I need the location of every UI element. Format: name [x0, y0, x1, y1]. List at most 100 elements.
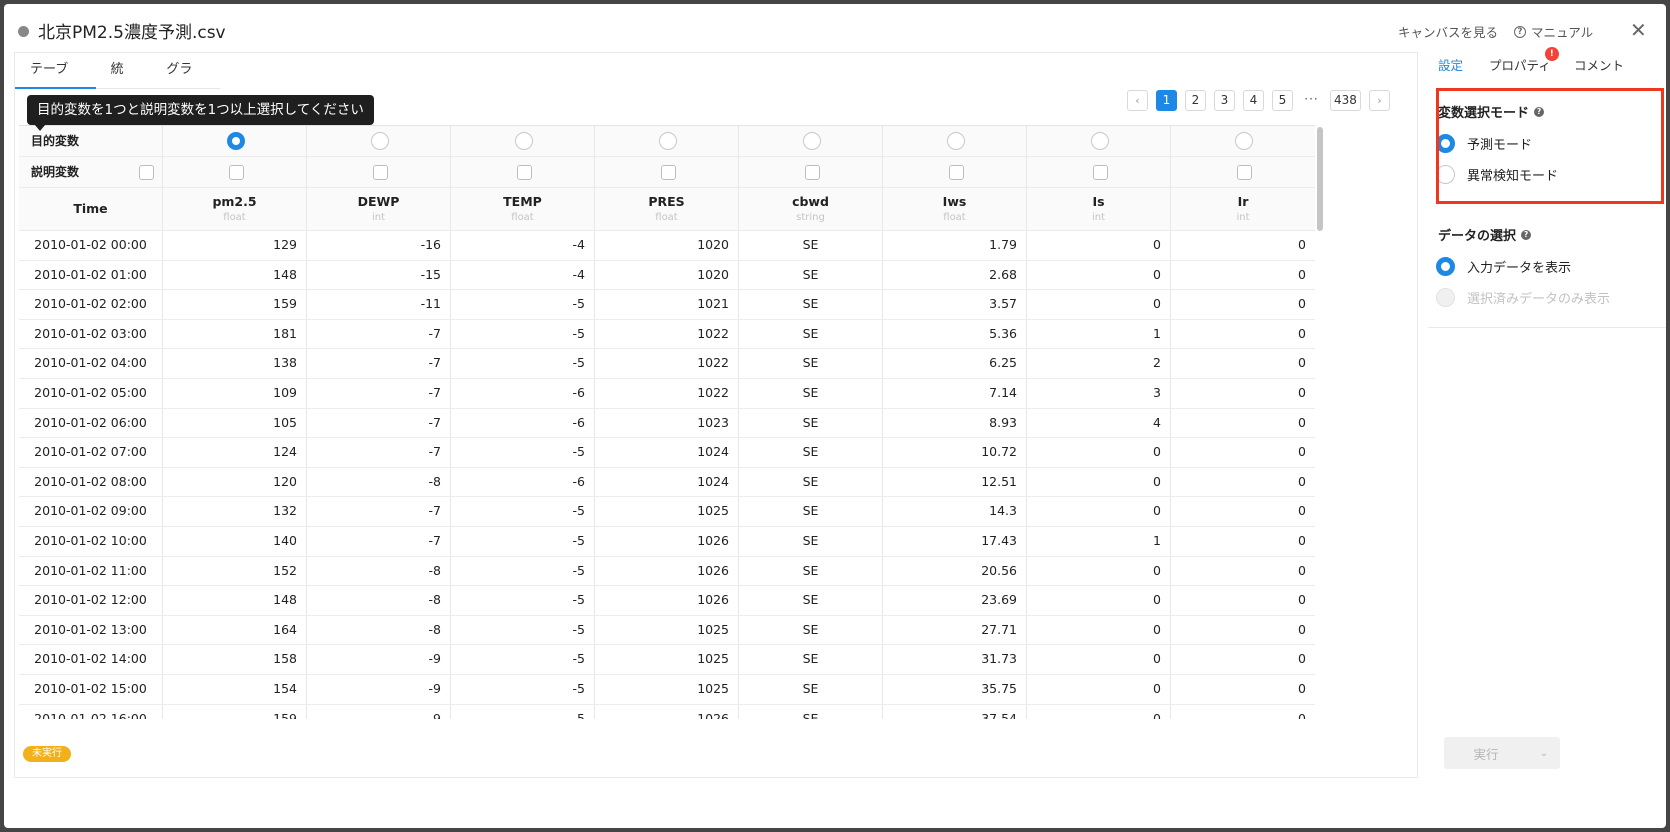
close-button[interactable]: ✕	[1630, 18, 1647, 42]
table-cell: -5	[451, 290, 595, 319]
target-radio-ir[interactable]	[1235, 132, 1253, 150]
table-cell: 1025	[595, 645, 739, 674]
table-cell: 1024	[595, 438, 739, 467]
target-cell-temp	[451, 126, 595, 156]
target-radio-temp[interactable]	[515, 132, 533, 150]
table-cell: 109	[163, 379, 307, 408]
table-scrollbar[interactable]	[1315, 125, 1325, 231]
column-header-ir: Ir int	[1171, 188, 1315, 230]
table-cell: -5	[451, 586, 595, 615]
table-cell: 132	[163, 497, 307, 526]
table-row: 2010-01-02 08:00 120 -8 -6 1024 SE 12.51 0 0	[19, 467, 1315, 498]
table-cell: 12.51	[883, 467, 1027, 497]
table-cell: SE	[739, 438, 883, 467]
table-cell: -8	[307, 586, 451, 615]
time-cell: 2010-01-02 15:00	[19, 675, 163, 704]
table-cell: 14.3	[883, 497, 1027, 526]
explanatory-checkbox-dewp[interactable]	[373, 165, 388, 180]
table-cell: 1	[1027, 527, 1171, 556]
table-cell: 1024	[595, 467, 739, 497]
table-cell: 1026	[595, 527, 739, 556]
explanatory-cell-cbwd	[739, 157, 883, 187]
next-page-button[interactable]: ›	[1368, 90, 1390, 111]
table-cell: 1026	[595, 556, 739, 586]
table-row: 2010-01-02 14:00 158 -9 -5 1025 SE 31.73 0 0	[19, 645, 1315, 675]
target-cell-is	[1027, 126, 1171, 156]
page-button-3[interactable]: 3	[1214, 90, 1235, 111]
table-cell: -15	[307, 260, 451, 290]
tab-table[interactable]: テーブル	[15, 53, 96, 111]
table-cell: 1020	[595, 231, 739, 260]
table-cell: 1022	[595, 379, 739, 408]
time-cell: 2010-01-02 09:00	[19, 497, 163, 526]
explanatory-checkbox-iws[interactable]	[949, 165, 964, 180]
target-radio-iws[interactable]	[947, 132, 965, 150]
table-cell: 1025	[595, 675, 739, 704]
title-bar: 北京PM2.5濃度予測.csv キャンバスを見る ? マニュアル ✕	[4, 4, 1666, 56]
help-icon[interactable]: ?	[1521, 229, 1532, 240]
help-icon[interactable]: ?	[1534, 106, 1545, 117]
table-cell: -5	[451, 497, 595, 526]
table-scrollbar-thumb[interactable]	[1317, 127, 1323, 231]
target-radio-is[interactable]	[1091, 132, 1109, 150]
tab-comments[interactable]: コメント	[1574, 58, 1625, 73]
explanatory-checkbox-is[interactable]	[1093, 165, 1108, 180]
tab-settings[interactable]: 設定	[1438, 58, 1464, 73]
explanatory-checkbox-cbwd[interactable]	[805, 165, 820, 180]
page-button-5[interactable]: 5	[1272, 90, 1293, 111]
explanatory-checkbox-pres[interactable]	[661, 165, 676, 180]
page-button-4[interactable]: 4	[1243, 90, 1264, 111]
table-cell: -5	[451, 615, 595, 645]
target-radio-pm25[interactable]	[227, 132, 245, 150]
target-radio-pres[interactable]	[659, 132, 677, 150]
table-row: 2010-01-02 03:00 181 -7 -5 1022 SE 5.36 1 0	[19, 319, 1315, 350]
page-button-2[interactable]: 2	[1185, 90, 1206, 111]
table-cell: SE	[739, 231, 883, 260]
table-cell: 0	[1298, 325, 1306, 341]
prev-page-button[interactable]: ‹	[1127, 90, 1148, 111]
column-type: float	[511, 212, 534, 223]
tab-graph[interactable]: グラフ	[166, 62, 193, 111]
show-input-data-label: 入力データを表示	[1467, 261, 1572, 276]
select-all-checkbox[interactable]	[139, 165, 154, 180]
explanatory-checkbox-ir[interactable]	[1237, 165, 1252, 180]
table-cell: 35.75	[883, 675, 1027, 704]
show-input-data-option[interactable]: 入力データを表示	[1436, 257, 1571, 276]
explanatory-checkbox-temp[interactable]	[517, 165, 532, 180]
target-radio-dewp[interactable]	[371, 132, 389, 150]
table-cell: -16	[307, 231, 451, 260]
time-column-header: Time	[19, 188, 163, 230]
selection-tooltip: 目的変数を1つと説明変数を1つ以上選択してください	[27, 95, 374, 131]
table-cell: -4	[451, 231, 595, 260]
table-cell: 31.73	[883, 645, 1027, 674]
table-cell: 0	[1027, 704, 1171, 719]
target-radio-cbwd[interactable]	[803, 132, 821, 150]
column-type: float	[943, 212, 966, 223]
page-button-last[interactable]: 438	[1330, 90, 1361, 111]
time-cell: 2010-01-02 07:00	[19, 438, 163, 467]
table-cell: 17.43	[883, 527, 1027, 556]
table-cell: 6.25	[883, 349, 1027, 378]
table-cell: 152	[163, 556, 307, 586]
table-row: 2010-01-02 07:00 124 -7 -5 1024 SE 10.72 0 0	[19, 438, 1315, 468]
variable-mode-title-text: 変数選択モード	[1438, 106, 1530, 121]
tab-statistics[interactable]: 統計	[110, 62, 124, 111]
tab-properties[interactable]: プロパティ !	[1489, 47, 1559, 79]
page-ellipsis[interactable]: ···	[1301, 90, 1322, 111]
table-cell: 3	[1027, 379, 1171, 408]
explanatory-checkbox-pm25[interactable]	[229, 165, 244, 180]
table-cell: 1023	[595, 408, 739, 438]
table-cell: SE	[739, 408, 883, 438]
table-row: 2010-01-02 13:00 164 -8 -5 1025 SE 27.71 0 0	[19, 615, 1315, 646]
table-cell: 2	[1027, 349, 1171, 378]
page-button-1[interactable]: 1	[1156, 90, 1177, 111]
table-cell: 154	[163, 675, 307, 704]
table-row: 2010-01-02 02:00 159 -11 -5 1021 SE 3.57 0 0	[19, 290, 1315, 320]
anomaly-detection-mode-option[interactable]: 異常検知モード	[1436, 165, 1558, 184]
table-cell: -8	[307, 467, 451, 497]
manual-link[interactable]: ? マニュアル	[1514, 22, 1593, 41]
view-canvas-link[interactable]: キャンバスを見る	[1398, 25, 1499, 40]
table-cell: -9	[307, 645, 451, 674]
show-input-data-radio[interactable]	[1436, 257, 1455, 276]
table-cell: 0	[1027, 438, 1171, 467]
